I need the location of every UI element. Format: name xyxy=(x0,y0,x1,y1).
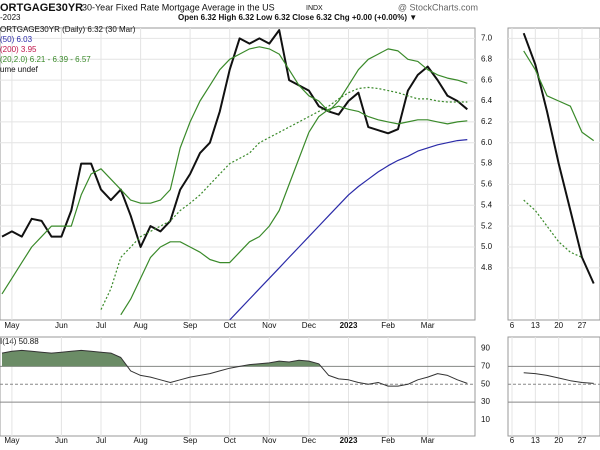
x-tick-label: 2023 xyxy=(340,436,358,445)
x-tick-label: Oct xyxy=(223,321,236,330)
exchange: INDX xyxy=(306,5,323,12)
panel-frame xyxy=(0,336,476,437)
y-tick-label: 6.6 xyxy=(481,75,493,84)
x-tick-label: 2023 xyxy=(340,321,358,330)
x-tick-label: 13 xyxy=(531,436,540,445)
series-line xyxy=(523,199,583,258)
y-tick-label: 30 xyxy=(481,397,490,406)
quote: Open 6.32 High 6.32 Low 6.32 Close 6.32 … xyxy=(178,13,417,22)
x-tick-label: Jun xyxy=(55,321,68,330)
x-tick-label: 20 xyxy=(554,436,563,445)
panel-frame xyxy=(507,336,600,437)
x-tick-label: 27 xyxy=(578,321,587,330)
x-tick-label: Nov xyxy=(262,436,276,445)
x-tick-label: Feb xyxy=(381,321,395,330)
y-tick-label: 90 xyxy=(481,344,490,353)
overbought-area xyxy=(2,350,468,367)
series-line xyxy=(523,50,595,142)
y-tick-label: 5.2 xyxy=(481,221,493,230)
y-tick-label: 10 xyxy=(481,415,490,424)
series-line xyxy=(229,139,468,320)
y-tick-label: 5.6 xyxy=(481,180,493,189)
legend-entry: (20,2.0) 6.21 - 6.39 - 6.57 xyxy=(0,55,91,64)
series-line xyxy=(100,86,468,310)
x-tick-label: Sep xyxy=(183,436,198,445)
legend-entry: (200) 3.95 xyxy=(0,45,37,54)
y-tick-label: 5.4 xyxy=(481,200,493,209)
x-tick-label: Jun xyxy=(55,436,68,445)
x-tick-label: 6 xyxy=(510,321,515,330)
y-tick-label: 5.0 xyxy=(481,242,493,251)
panel-frame xyxy=(507,27,600,321)
panel-frame xyxy=(0,27,476,321)
x-tick-label: Feb xyxy=(381,436,395,445)
x-tick-label: Jul xyxy=(96,321,106,330)
series-line xyxy=(120,105,468,316)
legend-entry: ORTGAGE30YR (Daily) 6.32 (30 Mar) xyxy=(0,25,136,34)
rsi-label: I(14) 50.88 xyxy=(0,337,39,346)
x-tick-label: Aug xyxy=(133,436,147,445)
y-tick-label: 6.2 xyxy=(481,117,493,126)
legend-entry: (50) 6.03 xyxy=(0,35,33,44)
x-tick-label: Sep xyxy=(183,321,198,330)
x-tick-label: Nov xyxy=(262,321,276,330)
y-tick-label: 4.8 xyxy=(481,263,493,272)
x-tick-label: Oct xyxy=(223,436,236,445)
series-line xyxy=(1,349,468,387)
series-line xyxy=(1,46,468,295)
x-tick-label: Dec xyxy=(302,321,316,330)
x-tick-label: Jul xyxy=(96,436,106,445)
y-tick-label: 7.0 xyxy=(481,34,493,43)
y-tick-label: 70 xyxy=(481,362,490,371)
x-tick-label: Mar xyxy=(421,321,435,330)
date: -2023 xyxy=(0,13,21,22)
series-line xyxy=(523,372,594,384)
y-tick-label: 6.0 xyxy=(481,138,493,147)
x-tick-label: May xyxy=(4,436,19,445)
legend-entry: ume undef xyxy=(0,65,39,74)
y-tick-label: 50 xyxy=(481,379,490,388)
x-tick-label: Mar xyxy=(421,436,435,445)
y-tick-label: 6.4 xyxy=(481,96,493,105)
security-name: 30-Year Fixed Rate Mortgage Average in t… xyxy=(82,2,275,12)
series-line xyxy=(1,29,468,248)
x-tick-label: 27 xyxy=(578,436,587,445)
source: @ StockCharts.com xyxy=(398,2,478,12)
x-tick-label: May xyxy=(4,321,19,330)
y-tick-label: 5.8 xyxy=(481,159,493,168)
x-tick-label: 13 xyxy=(531,321,540,330)
x-tick-label: Aug xyxy=(133,321,147,330)
symbol: ORTGAGE30YR xyxy=(0,2,83,14)
y-tick-label: 6.8 xyxy=(481,54,493,63)
x-tick-label: 20 xyxy=(554,321,563,330)
x-tick-label: 6 xyxy=(510,436,515,445)
series-line xyxy=(522,32,595,284)
x-tick-label: Dec xyxy=(302,436,316,445)
